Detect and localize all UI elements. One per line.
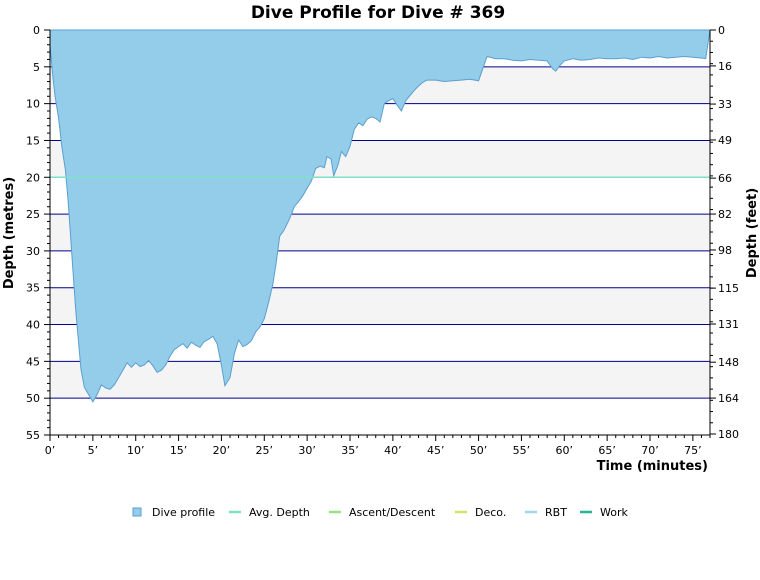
- legend-swatch-box: [132, 507, 142, 517]
- x-tick-label: 65’: [598, 444, 616, 457]
- chart-title: Dive Profile for Dive # 369: [251, 3, 505, 23]
- legend-label: Dive profile: [152, 506, 215, 519]
- y-axis-ticks: 0 5 10 15 20 25 30 35 40 45 50 55: [26, 24, 50, 442]
- y-tick-label: 30: [26, 245, 40, 258]
- dive-profile-area: [49, 29, 711, 403]
- right-tick-label: 164: [718, 392, 739, 405]
- x-tick-label: 10’: [127, 444, 145, 457]
- x-tick-label: 15’: [170, 444, 188, 457]
- y-tick-label: 10: [26, 98, 40, 111]
- chart-legend: Dive profile Avg. Depth Ascent/Descent Deco…: [132, 506, 628, 519]
- y-tick-label: 0: [33, 24, 40, 37]
- x-axis-label: Time (minutes): [597, 459, 708, 474]
- y-tick-label: 40: [26, 319, 40, 332]
- background-band: [50, 398, 710, 435]
- x-tick-label: 55’: [513, 444, 531, 457]
- right-tick-label: 131: [718, 318, 739, 331]
- y-tick-label: 20: [26, 171, 40, 184]
- y-tick-label: 55: [26, 429, 40, 442]
- y-axis-label-left: Depth (metres): [2, 177, 17, 289]
- x-tick-label: 30’: [298, 444, 316, 457]
- right-tick-label: 33: [718, 98, 732, 111]
- legend-label: Work: [600, 506, 628, 519]
- x-tick-label: 50’: [470, 444, 488, 457]
- right-tick-label: 16: [718, 60, 732, 73]
- x-tick-label: 25’: [256, 444, 274, 457]
- background-band: [50, 361, 710, 399]
- legend-label: Ascent/Descent: [349, 506, 436, 519]
- x-tick-label: 0’: [45, 444, 56, 457]
- right-axis-ticks: 0 16 33 49 66 82 98 115 131 148 164 180: [710, 24, 739, 441]
- right-tick-label: 148: [718, 356, 739, 369]
- right-tick-label: 98: [718, 244, 732, 257]
- right-tick-label: 66: [718, 172, 732, 185]
- right-tick-label: 180: [718, 428, 739, 441]
- x-axis-ticks: 0’ 5’ 10’ 15’ 20’ 25’ 30’ 35’ 40’ 45’ 50’ 55’ 60’ 65’…: [45, 435, 711, 457]
- right-tick-label: 49: [718, 134, 732, 147]
- x-tick-label: 60’: [556, 444, 574, 457]
- y-tick-label: 5: [33, 61, 40, 74]
- x-tick-label: 5’: [88, 444, 99, 457]
- y-tick-label: 45: [26, 355, 40, 368]
- legend-label: Deco.: [475, 506, 506, 519]
- right-tick-label: 0: [718, 24, 725, 37]
- y-tick-label: 35: [26, 282, 40, 295]
- y-tick-label: 25: [26, 208, 40, 221]
- legend-label: Avg. Depth: [249, 506, 310, 519]
- x-tick-label: 35’: [341, 444, 359, 457]
- x-tick-label: 40’: [384, 444, 402, 457]
- y-axis-label-right: Depth (feet): [745, 188, 760, 278]
- y-tick-label: 15: [26, 134, 40, 147]
- right-tick-label: 82: [718, 208, 732, 221]
- x-tick-label: 20’: [213, 444, 231, 457]
- x-tick-label: 45’: [427, 444, 445, 457]
- legend-label: RBT: [545, 506, 567, 519]
- y-tick-label: 50: [26, 392, 40, 405]
- x-tick-label: 70’: [641, 444, 659, 457]
- right-tick-label: 115: [718, 282, 739, 295]
- x-tick-label: 75’: [684, 444, 702, 457]
- dive-profile-series: [49, 29, 711, 403]
